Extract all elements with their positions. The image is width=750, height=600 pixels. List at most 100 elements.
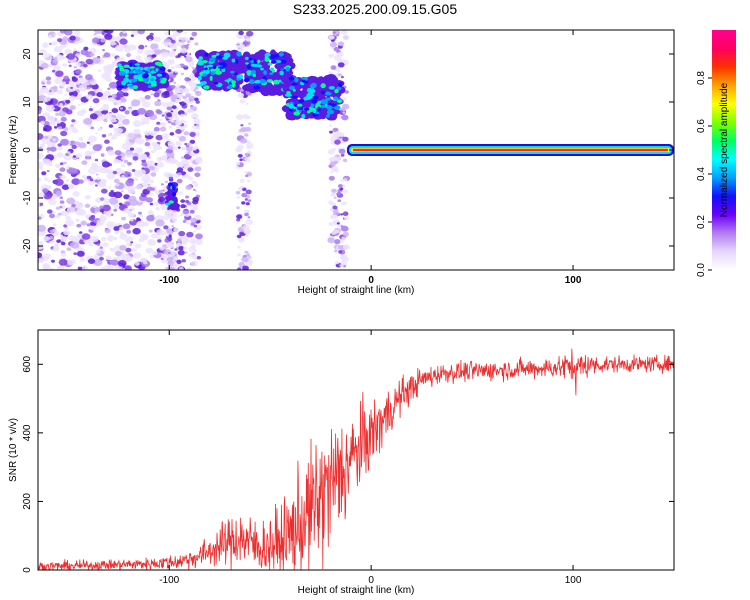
heatmap-cell — [135, 184, 143, 190]
heatmap-cell — [57, 146, 63, 151]
heatmap-cell — [46, 134, 53, 140]
heatmap-cell — [48, 198, 57, 206]
heatmap-cell — [146, 186, 153, 192]
heatmap-cell — [324, 99, 328, 105]
heatmap-cell — [237, 154, 243, 158]
heatmap-cell — [167, 59, 175, 65]
heatmap-cell — [301, 113, 306, 119]
heatmap-cell — [96, 92, 103, 98]
heatmap-cell — [338, 82, 343, 88]
heatmap-cell — [138, 44, 145, 50]
heatmap-cell — [195, 90, 202, 96]
heatmap-cell — [65, 215, 72, 221]
heatmap-cell — [272, 87, 283, 94]
heatmap-cell — [60, 130, 68, 137]
heatmap-cell — [333, 96, 337, 100]
heatmap-cell — [246, 64, 252, 70]
heatmap-cell — [60, 236, 68, 242]
heatmap-cell — [244, 133, 249, 137]
heatmap-cell — [340, 75, 344, 79]
heatmap-cell — [145, 197, 153, 203]
heatmap-cell — [172, 114, 178, 119]
heatmap-cell — [156, 110, 163, 115]
heatmap-cell — [135, 139, 140, 142]
heatmap-cell — [161, 183, 164, 186]
heatmap-cell — [38, 166, 43, 170]
heatmap-cell — [235, 191, 241, 195]
heatmap-cell — [339, 264, 343, 267]
heatmap-cell — [52, 85, 58, 90]
heatmap-cell — [149, 130, 157, 137]
heatmap-cell — [241, 201, 246, 205]
heatmap-cell — [86, 158, 90, 161]
heatmap-cell — [153, 202, 159, 206]
heatmap-cell — [180, 72, 185, 76]
heatmap-cell — [68, 95, 76, 101]
heatmap-cell — [109, 248, 113, 251]
heatmap-cell — [190, 260, 198, 267]
heatmap-cell — [244, 77, 250, 83]
heatmap-cell — [121, 80, 127, 86]
heatmap-cell — [333, 47, 340, 52]
heatmap-cell — [245, 62, 249, 65]
colorbar-label: Normalized spectral amplitude — [719, 82, 730, 217]
heatmap-cell — [65, 99, 71, 104]
heatmap-cell — [298, 99, 305, 103]
heatmap-cell — [60, 252, 67, 257]
heatmap-cell — [75, 62, 81, 67]
heatmap-cell — [147, 210, 154, 215]
heatmap-cell — [183, 246, 188, 250]
spectrogram-y-axis-label: Frequency (Hz) — [8, 116, 19, 185]
heatmap-cell — [181, 236, 189, 242]
heatmap-cell — [184, 37, 189, 41]
heatmap-cell — [182, 42, 185, 45]
heatmap-cell — [256, 64, 263, 68]
heatmap-cell — [119, 107, 123, 110]
heatmap-cell — [48, 163, 53, 167]
heatmap-cell — [123, 64, 130, 68]
heatmap-cell — [155, 191, 159, 194]
heatmap-cell — [136, 220, 146, 228]
heatmap-cell — [61, 241, 66, 246]
heatmap-cell — [86, 223, 91, 227]
heatmap-cell — [177, 250, 185, 256]
heatmap-cell — [112, 98, 122, 106]
heatmap-cell — [85, 194, 91, 200]
colorbar-tick-label: 0.2 — [696, 215, 707, 229]
heatmap-cell — [216, 55, 223, 59]
heatmap-cell — [185, 144, 190, 148]
heatmap-cell — [101, 161, 111, 168]
heatmap-cell — [324, 92, 332, 96]
heatmap-cell — [73, 48, 77, 51]
heatmap-cell — [148, 165, 155, 171]
heatmap-cell — [110, 259, 119, 266]
heatmap-cell — [138, 76, 142, 82]
heatmap-cell — [48, 236, 54, 240]
heatmap-cell — [71, 144, 77, 150]
heatmap-cell — [169, 132, 175, 136]
heatmap-cell — [189, 139, 196, 144]
heatmap-cell — [192, 206, 199, 211]
heatmap-cell — [236, 234, 242, 239]
heatmap-cell — [54, 126, 58, 129]
heatmap-cell — [89, 48, 97, 54]
heatmap-cell — [249, 79, 255, 85]
heatmap-cell — [104, 139, 110, 144]
heatmap-cell — [334, 105, 341, 111]
heatmap-cell — [161, 102, 168, 107]
heatmap-cell — [336, 99, 343, 104]
heatmap-cell — [63, 75, 69, 80]
colorbar-tick-label: 0.6 — [696, 119, 707, 133]
heatmap-cell — [111, 114, 116, 118]
heatmap-cell — [141, 174, 151, 182]
heatmap-cell — [124, 69, 130, 74]
heatmap-cell — [341, 236, 346, 241]
heatmap-cell — [66, 53, 76, 60]
heatmap-cell — [335, 66, 339, 69]
heatmap-cell — [344, 90, 350, 94]
heatmap-cell — [138, 153, 148, 161]
heatmap-cell — [337, 184, 343, 188]
heatmap-cell — [81, 160, 88, 165]
heatmap-cell — [55, 190, 61, 195]
